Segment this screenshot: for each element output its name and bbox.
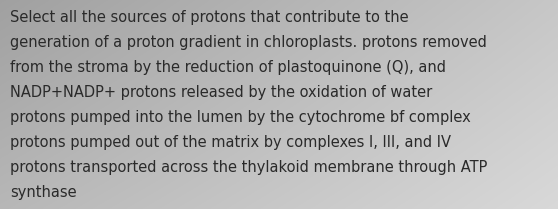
Text: protons pumped into the lumen by the cytochrome bf complex: protons pumped into the lumen by the cyt… — [10, 110, 471, 125]
Text: protons transported across the thylakoid membrane through ATP: protons transported across the thylakoid… — [10, 160, 487, 175]
Text: generation of a proton gradient in chloroplasts. protons removed: generation of a proton gradient in chlor… — [10, 35, 487, 50]
Text: NADP+NADP+ protons released by the oxidation of water: NADP+NADP+ protons released by the oxida… — [10, 85, 432, 100]
Text: from the stroma by the reduction of plastoquinone (Q), and: from the stroma by the reduction of plas… — [10, 60, 446, 75]
Text: protons pumped out of the matrix by complexes I, III, and IV: protons pumped out of the matrix by comp… — [10, 135, 451, 150]
Text: synthase: synthase — [10, 185, 76, 200]
Text: Select all the sources of protons that contribute to the: Select all the sources of protons that c… — [10, 10, 408, 25]
